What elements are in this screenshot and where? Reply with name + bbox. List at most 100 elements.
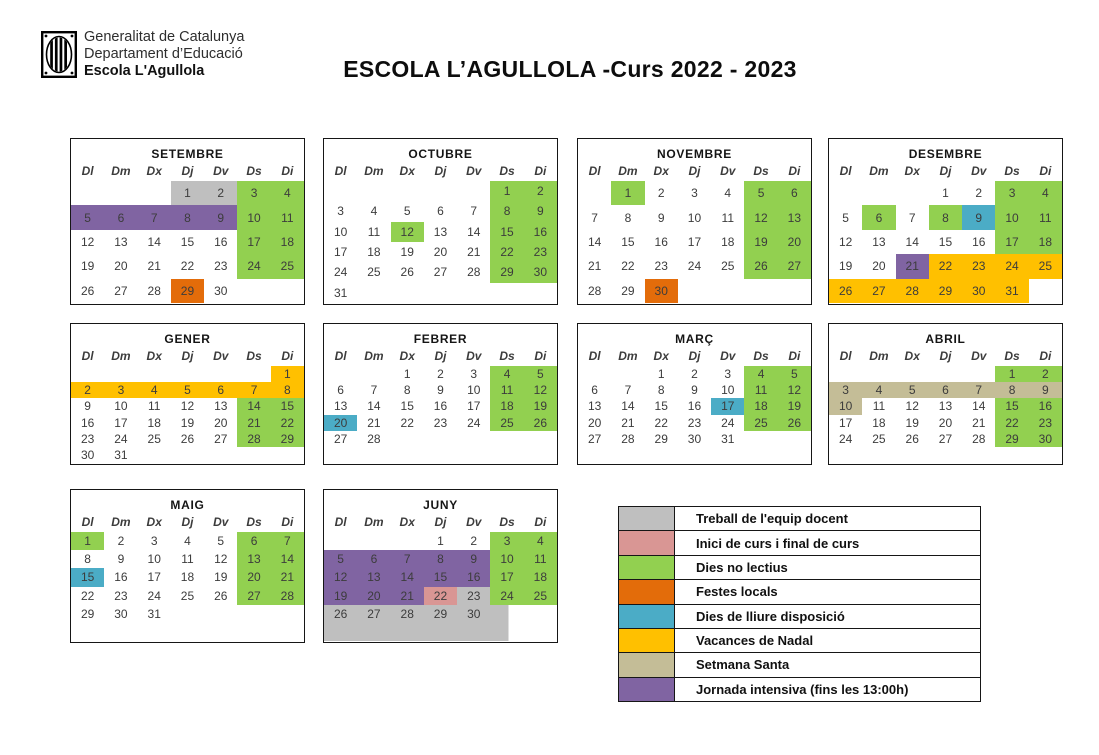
day-cell: 18 (490, 398, 524, 415)
legend-item: Inici de curs i final de curs (619, 531, 980, 556)
day-cell: 30 (644, 278, 678, 304)
day-cell: 13 (587, 399, 602, 414)
day-cell: 30 (114, 606, 128, 621)
day-cell (237, 447, 270, 463)
day-cell: 19 (80, 259, 95, 274)
weekday-header: Dm (869, 349, 889, 363)
day-cell (744, 431, 777, 447)
day-cell: 6 (777, 181, 811, 206)
month-gener: GENER Dl Dm Dx Dj Dv Ds Di 1 2 3 4 5 6 7 8 9 10 11 12 13 14 15… (70, 323, 305, 465)
day-cell: 16 (523, 221, 557, 242)
day-cell: 9 (657, 210, 665, 225)
day-cell: 25 (744, 414, 778, 431)
week-row: 19 20 21 22 23 24 25 (324, 586, 557, 605)
day-cell: 3 (995, 181, 1029, 206)
day-cell: 1 (995, 366, 1029, 383)
day-cell: 17 (147, 570, 161, 585)
day-cell (424, 431, 457, 447)
weekday-header: Dv (720, 164, 736, 178)
weekday-header-row: Dl Dm Dx Dj Dv Ds Di (71, 346, 304, 366)
day-cell: 6 (437, 204, 444, 219)
week-row: 22 23 24 25 26 27 28 (71, 586, 304, 605)
day-cell: 4 (370, 204, 378, 219)
month-abril: ABRIL Dl Dm Dx Dj Dv Ds Di 1 2 3 4 5 6 7 8 9 10 11 12 13 14 15… (828, 323, 1063, 465)
day-cell: 27 (587, 431, 602, 446)
weeks-grid: 1 2 3 4 5 6 7 8 9 10 11 12 13 14 15 16 17 18 19 20 21 22 23 24 2… (324, 366, 557, 464)
month-title: SETEMBRE (151, 147, 224, 161)
day-cell: 21 (237, 414, 271, 431)
weekday-header: Di (1039, 349, 1052, 363)
day-cell: 3 (237, 181, 271, 206)
day-cell: 25 (180, 588, 195, 603)
day-cell (71, 366, 104, 382)
day-cell: 16 (687, 399, 702, 414)
legend-label: Setmana Santa (696, 657, 790, 673)
day-cell (962, 366, 995, 382)
weekday-header: Di (534, 515, 547, 529)
day-cell: 28 (147, 283, 161, 298)
day-cell (457, 431, 490, 447)
day-cell: 23 (523, 241, 557, 263)
day-cell: 10 (147, 552, 161, 567)
day-cell: 9 (691, 383, 698, 398)
day-cell: 31 (114, 447, 128, 462)
day-cell (71, 181, 104, 205)
week-row: 6 7 8 9 10 11 12 (578, 382, 811, 399)
weekday-header-row: Dl Dm Dx Dj Dv Ds Di (578, 161, 811, 181)
day-cell (490, 283, 523, 303)
week-row: 6 7 8 9 10 11 12 (324, 382, 557, 399)
day-cell: 23 (1028, 414, 1062, 431)
day-cell: 8 (624, 210, 632, 225)
day-cell: 29 (654, 431, 668, 446)
day-cell: 1 (170, 181, 205, 206)
legend-label: Jornada intensiva (fins les 13:00h) (696, 681, 909, 697)
day-cell: 8 (490, 201, 524, 222)
day-cell: 10 (490, 550, 524, 569)
day-cell: 28 (367, 431, 381, 446)
day-cell: 22 (80, 588, 95, 603)
day-cell (204, 447, 237, 463)
day-cell: 10 (687, 210, 702, 225)
day-cell: 9 (523, 201, 557, 222)
day-cell: 1 (657, 367, 665, 382)
weekday-header: Dx (904, 349, 920, 363)
weekday-header: Dv (971, 164, 987, 178)
day-cell: 21 (367, 415, 381, 430)
day-cell (324, 532, 357, 550)
legend-item: Vacances de Nadal (619, 628, 980, 654)
day-cell (357, 283, 390, 303)
day-cell (678, 279, 711, 303)
week-row: 26 27 28 29 30 (71, 278, 304, 304)
day-cell (391, 447, 424, 463)
day-cell (171, 447, 204, 463)
day-cell: 20 (938, 415, 953, 430)
day-cell: 31 (995, 278, 1029, 304)
weekday-header: Di (534, 349, 547, 363)
day-cell: 26 (80, 283, 95, 298)
weeks-grid: 1 2 3 4 5 6 7 8 9 10 11 12 13 14 15 16 17 18 19 20 21 22 23 24 2… (578, 181, 811, 304)
org-line-generalitat: Generalitat de Catalunya (84, 29, 245, 45)
weeks-grid: 1 2 3 4 5 6 7 8 9 10 11 12 13 14 15 16 17 18 19 20 21 22 23 24 2… (71, 366, 304, 464)
day-cell: 7 (137, 205, 171, 230)
day-cell: 10 (333, 224, 348, 239)
day-cell: 27 (777, 254, 811, 279)
page-title: ESCOLA L’AGULLOLA -Curs 2022 - 2023 (343, 56, 797, 82)
day-cell: 6 (104, 205, 138, 230)
week-row: 12 13 14 15 16 17 18 (829, 229, 1062, 255)
org-line-escola: Escola L'Agullola (84, 63, 205, 79)
month-setembre: SETEMBRE Dl Dm Dx Dj Dv Ds Di 1 2 3 4 5 6 7 8 9 10 11 12 13 1… (70, 138, 305, 305)
month-title: JUNY (423, 498, 458, 512)
day-cell: 7 (237, 382, 271, 399)
day-cell: 15 (423, 568, 458, 587)
day-cell: 13 (357, 568, 391, 587)
day-cell: 27 (938, 431, 953, 446)
day-cell: 22 (400, 415, 414, 430)
day-cell: 8 (170, 205, 205, 230)
week-row: 7 8 9 10 11 12 13 (578, 205, 811, 230)
day-cell (204, 366, 237, 382)
day-cell: 25 (270, 254, 304, 279)
day-cell: 2 (691, 367, 698, 382)
day-cell: 12 (324, 568, 358, 587)
day-cell: 16 (80, 415, 95, 430)
